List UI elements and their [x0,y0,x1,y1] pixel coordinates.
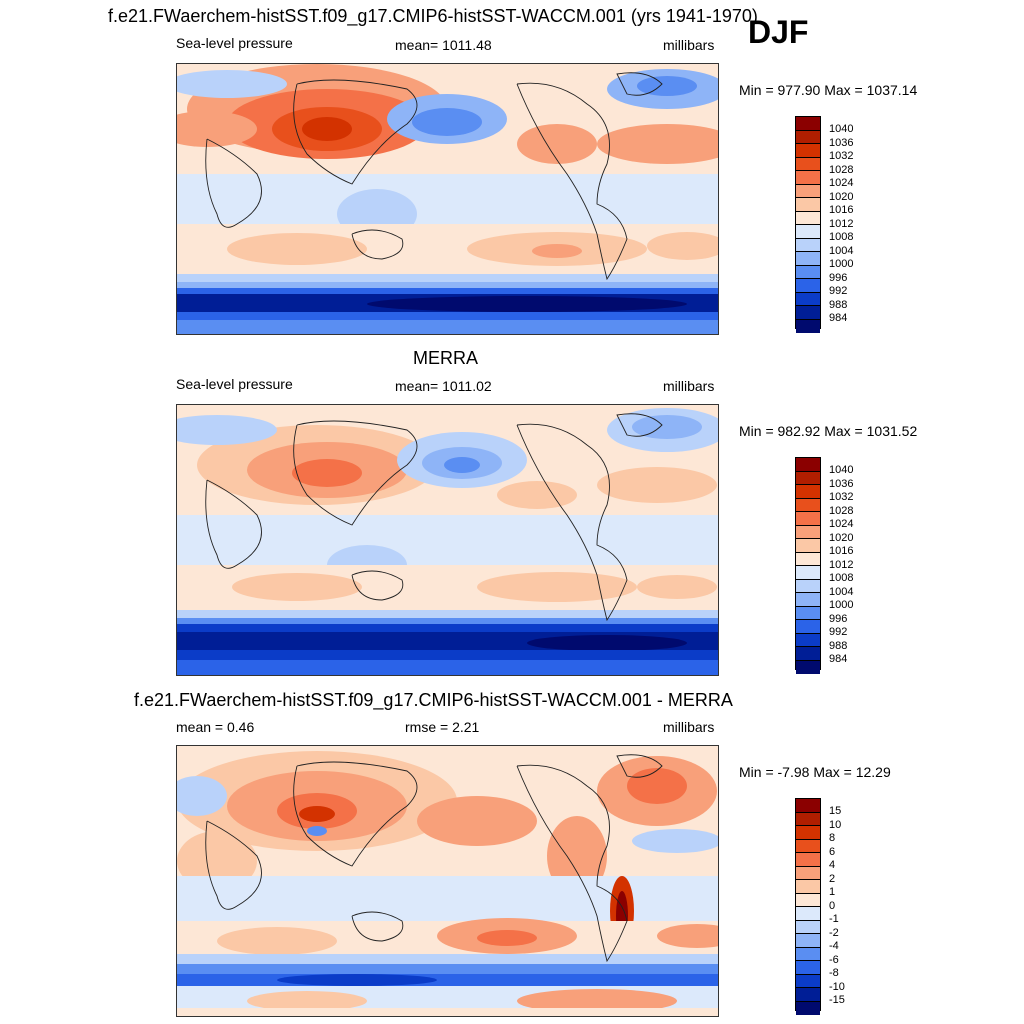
colorbar-label: 1004 [829,244,854,257]
panel3-mean: mean = 0.46 [176,719,255,735]
panel2-units: millibars [663,378,715,394]
panel1-map [176,63,719,335]
colorbar-label: 8 [829,832,836,844]
colorbar-label: 1000 [829,599,854,611]
panel1-units: millibars [663,37,715,53]
colorbar-label: 984 [829,312,848,324]
colorbar-label: 1028 [829,163,854,176]
colorbar-label: 15 [829,805,842,817]
panel3-map [176,745,719,1017]
colorbar-label: -6 [829,953,839,966]
colorbar-label: 1024 [829,177,854,189]
panel2-map [176,404,719,676]
colorbar-label: 1036 [829,136,854,149]
colorbar-label: 1020 [829,190,854,203]
panel2-variable: Sea-level pressure [176,376,293,392]
panel1-title: f.e21.FWaerchem-histSST.f09_g17.CMIP6-hi… [108,6,758,26]
panel1-minmax: Min = 977.90 Max = 1037.14 [739,82,918,98]
colorbar-label: 1012 [829,558,854,571]
colorbar-label: -1 [829,913,839,925]
colorbar-label: 1004 [829,585,854,598]
colorbar-label: 988 [829,298,848,311]
season-label: DJF [748,14,809,50]
colorbar-label: 1020 [829,531,854,544]
colorbar-label: 1008 [829,231,854,243]
colorbar-label: 2 [829,872,836,885]
colorbar-label: 1040 [829,464,854,476]
colorbar-label: 1032 [829,150,854,162]
colorbar-label: -2 [829,926,839,939]
colorbar-label: 1036 [829,477,854,490]
panel2-title: MERRA [413,348,479,368]
colorbar-label: 1032 [829,491,854,503]
colorbar-label: -4 [829,940,839,952]
panel1-colorbar [795,116,821,333]
panel3-colorbar [795,798,821,1015]
panel3-minmax: Min = -7.98 Max = 12.29 [739,764,891,780]
colorbar-label: 1000 [829,258,854,270]
colorbar-label: 1016 [829,204,854,216]
colorbar-label: -15 [829,994,845,1006]
panel3-units: millibars [663,719,715,735]
colorbar-label: 1016 [829,545,854,557]
colorbar-label: -10 [829,980,845,993]
colorbar-label: 984 [829,653,848,665]
colorbar-label: 4 [829,859,836,871]
colorbar-label: 1028 [829,504,854,517]
colorbar-label: 1040 [829,123,854,135]
colorbar-label: 992 [829,626,848,638]
colorbar-label: 1 [829,886,836,898]
colorbar-label: 1012 [829,217,854,230]
panel1-mean: mean= 1011.48 [395,37,492,53]
colorbar-label: 996 [829,271,848,284]
panel1-variable: Sea-level pressure [176,35,293,51]
colorbar-label: 988 [829,639,848,652]
panel2-colorbar [795,457,821,674]
colorbar-label: 996 [829,612,848,625]
panel2-minmax: Min = 982.92 Max = 1031.52 [739,423,918,439]
panel3-rmse: rmse = 2.21 [405,719,480,735]
colorbar-label: 0 [829,899,836,912]
colorbar-label: 10 [829,818,842,831]
panel3-title: f.e21.FWaerchem-histSST.f09_g17.CMIP6-hi… [134,690,733,710]
colorbar-label: -8 [829,967,839,979]
panel2-mean: mean= 1011.02 [395,378,492,394]
colorbar-label: 1008 [829,572,854,584]
colorbar-label: 992 [829,285,848,297]
colorbar-label: 1024 [829,518,854,530]
colorbar-label: 6 [829,845,836,858]
